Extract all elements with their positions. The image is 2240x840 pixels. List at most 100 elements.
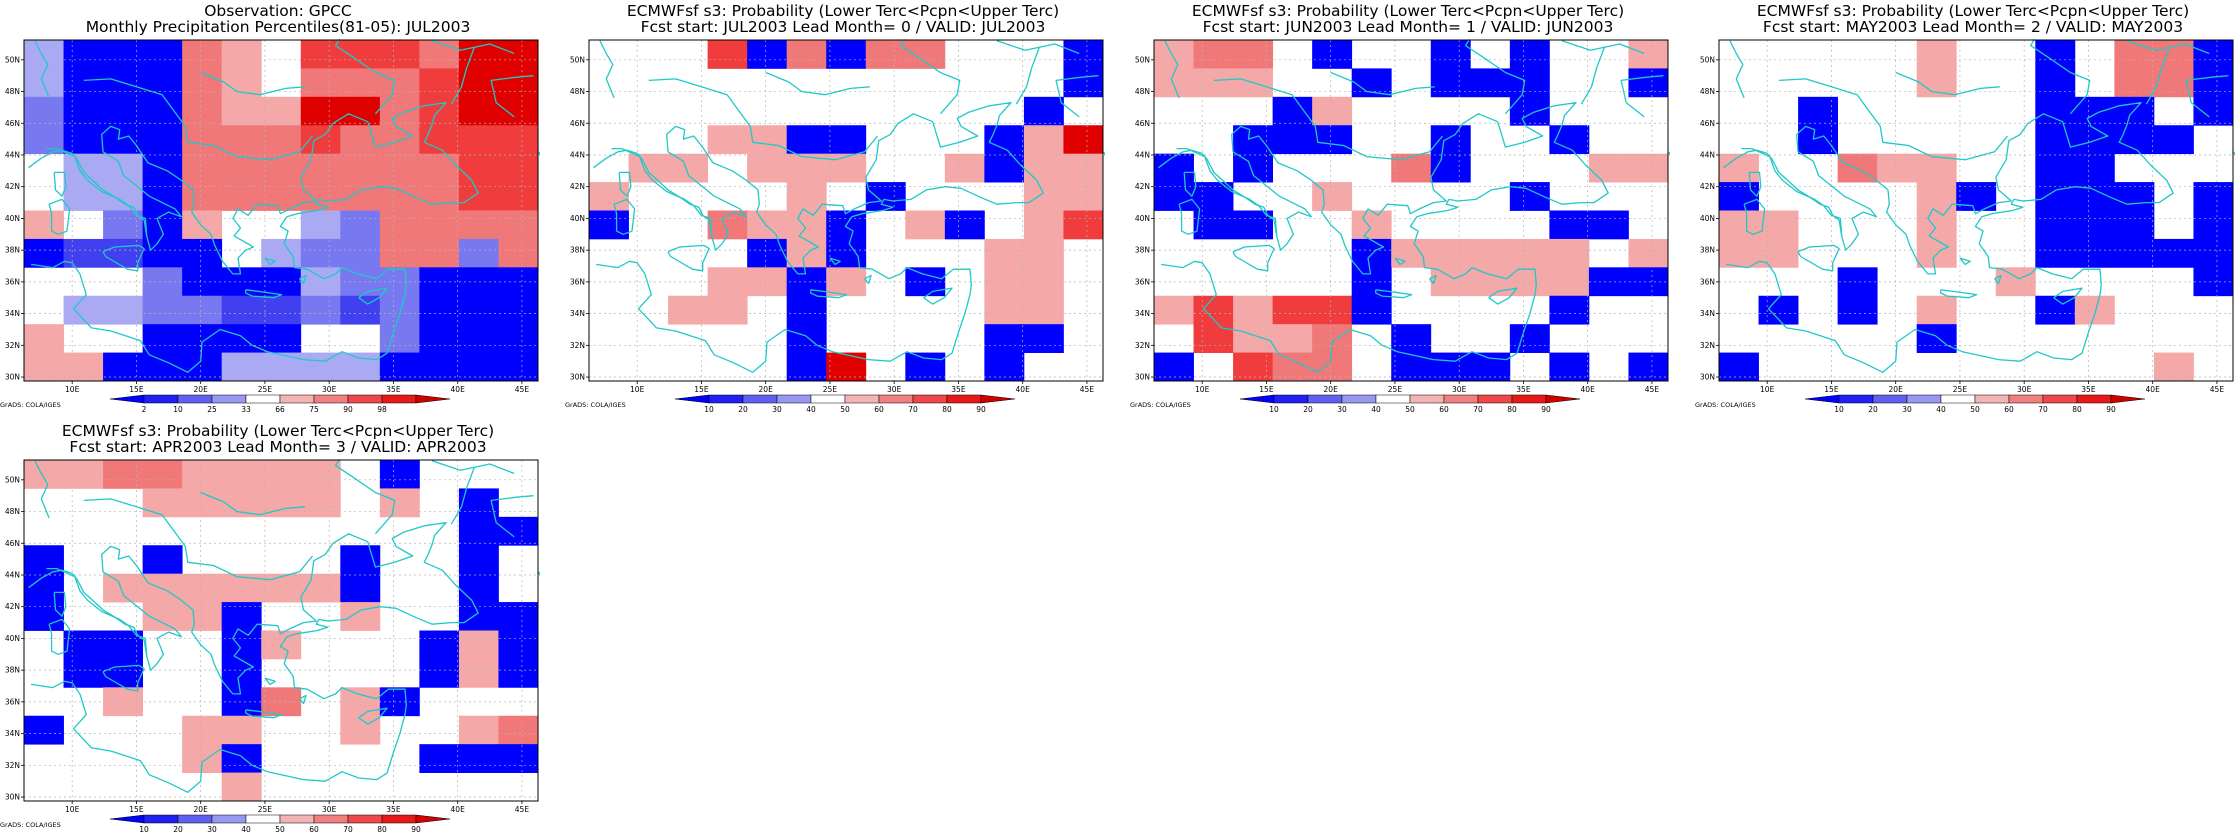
grid-cell: [668, 295, 709, 325]
coastlines: [28, 458, 540, 793]
grid-cell: [1430, 238, 1471, 268]
map-panel-lead-1: ECMWFsf s3: Probability (Lower Terc<Pcpn…: [1130, 0, 1670, 420]
x-tick-label: 25E: [258, 805, 273, 814]
coastline: [899, 38, 961, 115]
coastline: [1797, 244, 1840, 272]
grid-cell: [63, 352, 104, 382]
grid-cell: [340, 40, 381, 69]
coastline: [299, 694, 307, 705]
grid-cell: [1351, 68, 1392, 98]
colorbar-segment: [1375, 394, 1411, 404]
graticule: [589, 40, 1103, 381]
colorbar-label: 70: [1473, 405, 1483, 414]
grid-cell: [300, 238, 341, 268]
coastline: [2185, 75, 2229, 118]
grid-cell: [498, 516, 539, 546]
colorbar-segment: [245, 394, 281, 404]
grid-cell: [786, 238, 827, 268]
coastline: [264, 677, 276, 686]
grid-cell: [340, 68, 381, 98]
colorbar-label: 90: [976, 405, 986, 414]
grid-cell: [2035, 125, 2076, 155]
coastline: [864, 274, 872, 285]
grid-cell: [103, 125, 144, 155]
x-tick-label: 40E: [1016, 385, 1031, 394]
grid-cell: [1023, 295, 1064, 325]
grid-cell: [379, 125, 420, 155]
grid-cell: [458, 630, 499, 660]
colorbar-label: 90: [343, 405, 353, 414]
grid-cell: [103, 573, 144, 603]
grid-cell: [2193, 68, 2234, 98]
grid-cell: [1272, 324, 1313, 353]
grid-cell: [2153, 352, 2194, 382]
colorbar-segment: [177, 394, 213, 404]
grid-cell: [1430, 153, 1471, 183]
grid-cell: [498, 238, 539, 268]
grid-cell: [1023, 125, 1064, 155]
grid-cell: [63, 460, 104, 489]
x-tick-label: 10E: [1195, 385, 1210, 394]
coastline: [200, 491, 305, 516]
coastline: [1178, 198, 1201, 235]
colorbar-segment: [177, 814, 213, 824]
grid-cell: [300, 68, 341, 98]
coastline: [2029, 38, 2091, 115]
grid-cell: [379, 210, 420, 240]
colorbar-segment: [211, 814, 247, 824]
x-tick-label: 25E: [1953, 385, 1968, 394]
grid-cell: [1430, 125, 1471, 155]
grid-cell: [1916, 210, 1957, 240]
x-tick-label: 30E: [2017, 385, 2032, 394]
coastline: [2145, 46, 2171, 105]
grid-cell: [1351, 295, 1392, 325]
y-tick-label: 36N: [1700, 277, 1715, 286]
grid-cell: [379, 352, 420, 382]
coastline: [1164, 40, 1180, 99]
grid-cell: [498, 210, 539, 240]
grid-cell: [261, 573, 302, 603]
coastline: [83, 78, 314, 161]
colorbar-label: 90: [411, 825, 421, 834]
grid-cell: [905, 352, 946, 382]
colorbar-label: 50: [275, 825, 285, 834]
grid-cell: [1837, 153, 1878, 183]
x-tick-label: 35E: [951, 385, 966, 394]
coastline: [1330, 71, 1435, 96]
grid-cell: [221, 630, 262, 660]
grid-cell: [419, 744, 460, 773]
grid-cell: [221, 658, 262, 688]
grid-cell: [142, 153, 183, 183]
colorbar-segment: [878, 394, 914, 404]
grid-cell: [498, 295, 539, 325]
colorbar-label: 80: [1507, 405, 1517, 414]
grid-cell: [182, 96, 223, 126]
grid-cell: [1063, 68, 1104, 98]
map-panel-lead-3: ECMWFsf s3: Probability (Lower Terc<Pcpn…: [0, 420, 540, 840]
grid-cell: [1023, 238, 1064, 268]
coastline: [358, 707, 388, 725]
grid-cell: [1837, 295, 1878, 325]
panel-title: ECMWFsf s3: Probability (Lower Terc<Pcpn…: [1757, 2, 2189, 20]
panel-subtitle: Fcst start: JUN2003 Lead Month= 1 / VALI…: [1203, 18, 1614, 36]
grid-cell: [628, 153, 669, 183]
colorbar-label: 80: [2072, 405, 2082, 414]
grid-cell: [1758, 238, 1799, 268]
colorbar-segment: [1940, 394, 1976, 404]
y-tick-label: 34N: [5, 729, 20, 738]
grid-cell: [2074, 125, 2115, 155]
y-tick-label: 32N: [1700, 341, 1715, 350]
coastline: [596, 101, 1044, 373]
coastline: [34, 460, 50, 519]
graticule: [24, 460, 538, 801]
colorbar-label: 66: [275, 405, 285, 414]
map-svg: ECMWFsf s3: Probability (Lower Terc<Pcpn…: [0, 422, 540, 834]
x-tick-label: 40E: [1581, 385, 1596, 394]
grid-cell: [1193, 68, 1234, 98]
coastline: [83, 498, 314, 581]
y-tick-label: 48N: [5, 87, 20, 96]
coastline: [810, 289, 848, 299]
grid-cell: [379, 238, 420, 268]
y-tick-label: 30N: [1135, 373, 1150, 382]
colorbar-segment: [1906, 394, 1942, 404]
